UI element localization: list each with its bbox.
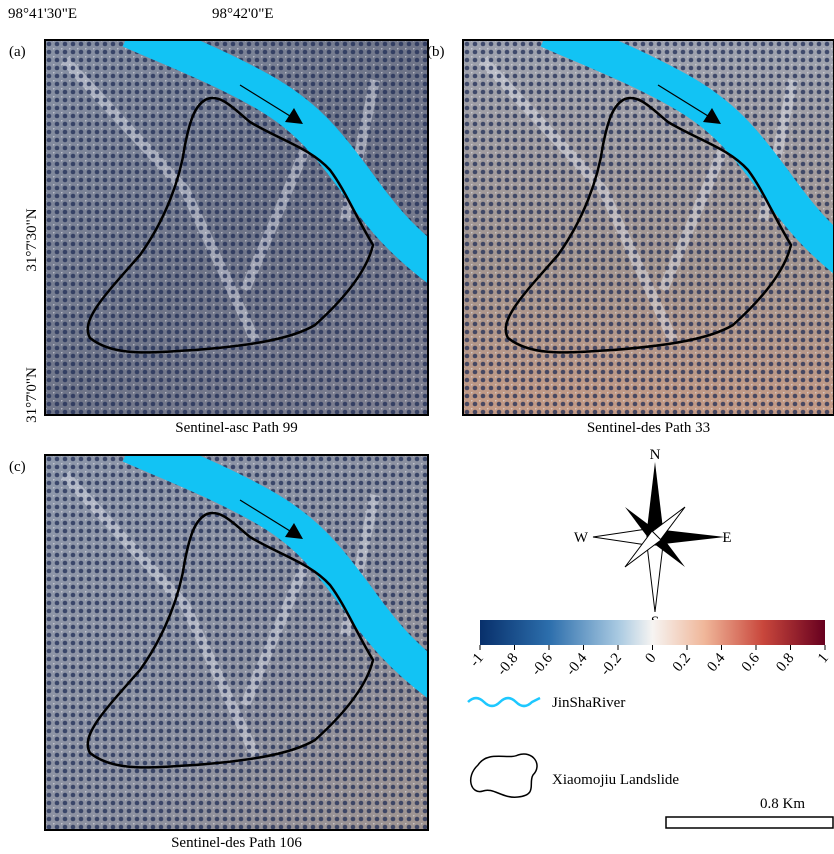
compass-w: W xyxy=(574,530,589,546)
panel-caption: Sentinel-des Path 33 xyxy=(587,420,710,436)
map-content xyxy=(45,445,440,830)
figure: 98°41'30"E 98°42'0"E 31°7'30"N 31°7'0"N … xyxy=(0,0,834,854)
map-content xyxy=(463,30,834,415)
legend-label: JinShaRiver xyxy=(552,695,625,711)
map-panel xyxy=(463,30,834,415)
panel-label: (a) xyxy=(9,44,26,60)
colorbar-tick-label: 0 xyxy=(642,650,659,666)
colorbar-tick-label: -0.8 xyxy=(494,650,522,678)
colorbar-ticks: -1 -0.8-0.6-0.4-0.2 0 0.2 0.4 0.6 0.8 1 xyxy=(467,645,832,679)
lon-label: 98°42'0"E xyxy=(212,6,274,22)
colorbar-tick-label: 0.6 xyxy=(739,650,764,675)
lat-label: 31°7'30"N xyxy=(24,208,40,271)
river-legend-icon xyxy=(468,698,540,706)
colorbar-tick-label: -0.2 xyxy=(598,650,626,678)
lon-label: 98°41'30"E xyxy=(8,6,77,22)
scale-bar xyxy=(666,817,833,828)
landslide-legend-icon xyxy=(471,754,537,797)
compass-e: E xyxy=(722,530,731,546)
map-panel xyxy=(45,445,440,830)
panel-caption: Sentinel-asc Path 99 xyxy=(175,420,297,436)
panels xyxy=(45,30,834,830)
panel-label: (b) xyxy=(427,44,445,60)
colorbar-tick-label: 0.2 xyxy=(670,650,694,675)
panel-caption: Sentinel-des Path 106 xyxy=(171,835,302,851)
colorbar-tick-label: 0.4 xyxy=(704,650,729,675)
colorbar-tick-label: -1 xyxy=(467,650,487,670)
colorbar xyxy=(480,620,825,645)
colorbar-tick-label: -0.6 xyxy=(529,650,557,679)
colorbar-tick-label: 0.8 xyxy=(773,650,797,675)
legend-label: Xiaomojiu Landslide xyxy=(552,772,679,788)
colorbar-tick-label: -0.4 xyxy=(563,650,591,679)
compass-n: N xyxy=(650,447,661,463)
map-panel xyxy=(45,30,440,415)
compass: N S E W xyxy=(574,447,732,630)
map-content xyxy=(45,30,440,415)
lon-labels: 98°41'30"E 98°42'0"E xyxy=(8,6,274,22)
scale-bar-label: 0.8 Km xyxy=(760,796,805,812)
colorbar-tick-label: 1 xyxy=(815,650,832,666)
insar-points xyxy=(463,40,834,415)
lat-label: 31°7'0"N xyxy=(24,367,40,423)
panel-label: (c) xyxy=(9,459,26,475)
